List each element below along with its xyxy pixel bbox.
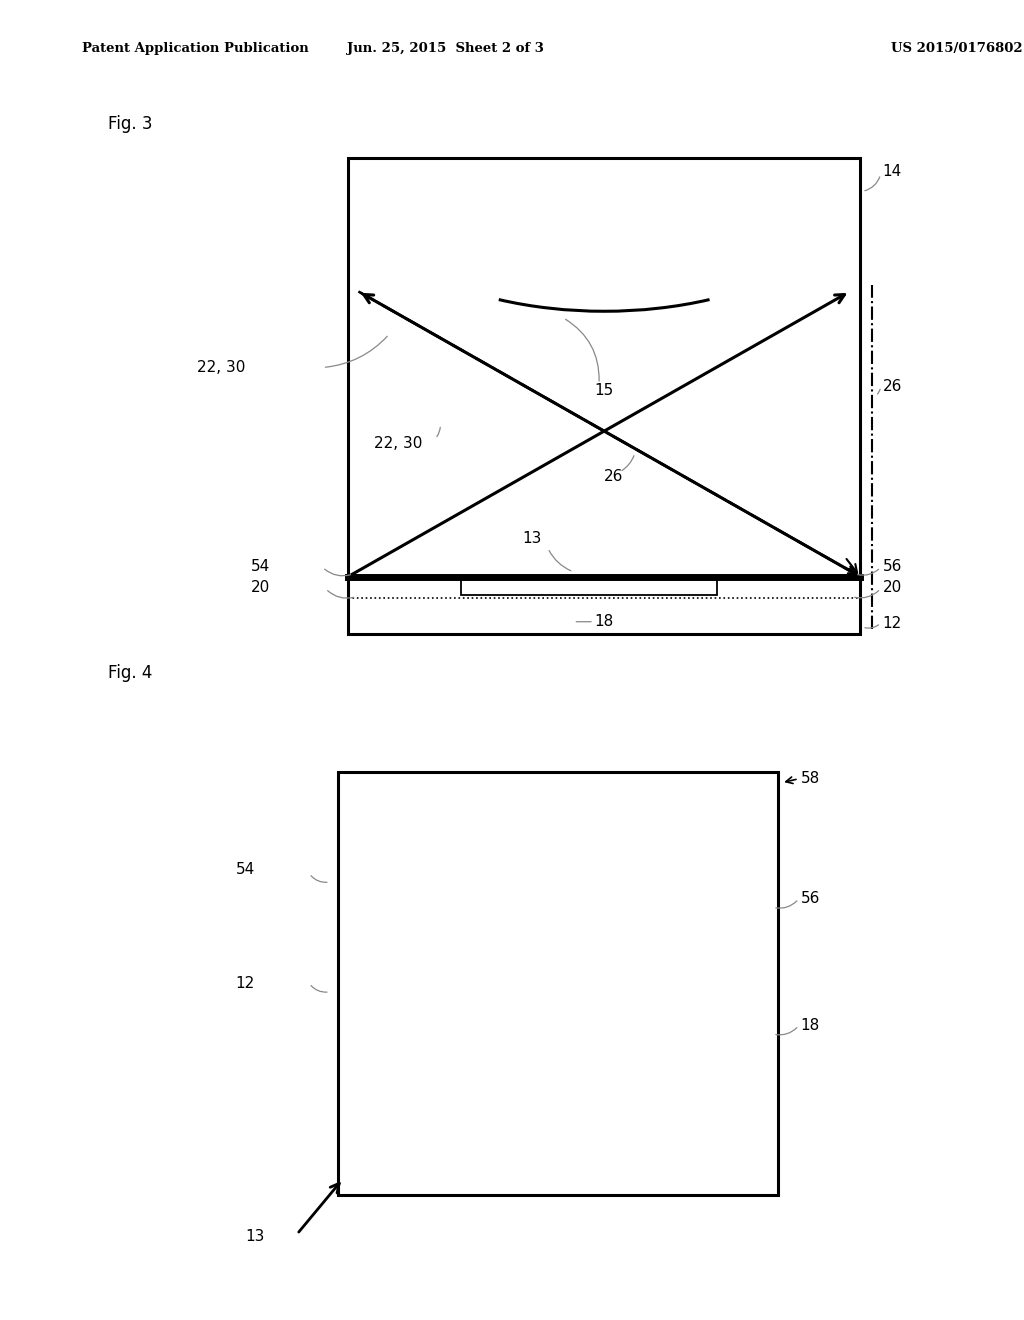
Text: 13: 13 bbox=[246, 1229, 265, 1245]
Text: Patent Application Publication: Patent Application Publication bbox=[82, 42, 308, 55]
Text: Fig. 3: Fig. 3 bbox=[108, 115, 152, 133]
Text: 20: 20 bbox=[251, 579, 270, 595]
Text: 26: 26 bbox=[604, 470, 624, 484]
Text: 54: 54 bbox=[251, 558, 270, 573]
Text: 13: 13 bbox=[523, 531, 542, 546]
Text: 12: 12 bbox=[236, 975, 255, 991]
Text: 58: 58 bbox=[801, 771, 820, 787]
Text: 56: 56 bbox=[801, 891, 820, 907]
Text: 18: 18 bbox=[801, 1018, 820, 1034]
Text: 22, 30: 22, 30 bbox=[197, 360, 245, 375]
Text: 15: 15 bbox=[594, 383, 613, 397]
Text: Jun. 25, 2015  Sheet 2 of 3: Jun. 25, 2015 Sheet 2 of 3 bbox=[347, 42, 544, 55]
Text: 12: 12 bbox=[883, 615, 902, 631]
Text: 54: 54 bbox=[236, 862, 255, 876]
Text: 26: 26 bbox=[883, 379, 902, 393]
Text: 18: 18 bbox=[595, 614, 613, 630]
Text: US 2015/0176802 A1: US 2015/0176802 A1 bbox=[891, 42, 1024, 55]
Text: Fig. 4: Fig. 4 bbox=[108, 664, 152, 682]
Text: 14: 14 bbox=[883, 164, 902, 180]
Text: 22, 30: 22, 30 bbox=[374, 436, 422, 451]
Text: 56: 56 bbox=[883, 558, 902, 573]
Text: 20: 20 bbox=[883, 579, 902, 595]
